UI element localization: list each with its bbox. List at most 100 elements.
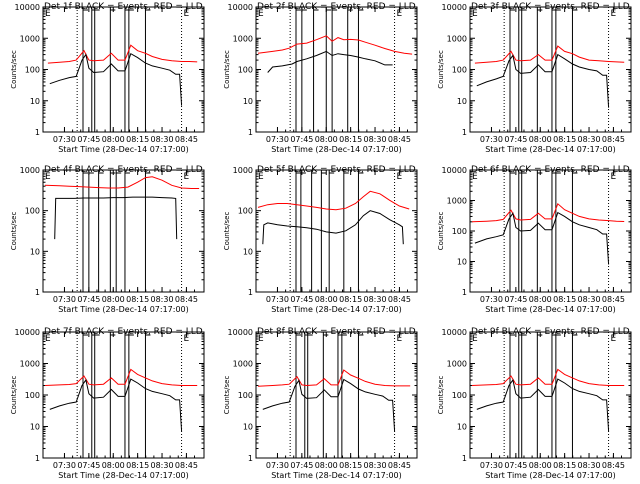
y-tick-label: 1: [35, 128, 40, 137]
x-axis-label: Start Time (28-Dec-14 07:17:00): [271, 145, 402, 154]
x-tick-label: 08:45: [388, 295, 411, 304]
events-series-line: [262, 210, 404, 245]
x-tick-label: 07:30: [480, 461, 503, 470]
y-tick-label: 100: [452, 66, 467, 75]
lld-series-line: [44, 368, 198, 386]
x-tick-label: 08:45: [602, 135, 625, 144]
plot-frame: [42, 331, 205, 459]
x-tick-label: 07:30: [53, 461, 76, 470]
x-tick-label: 08:45: [175, 295, 198, 304]
x-tick-label: 08:30: [578, 461, 601, 470]
x-tick-label: 08:15: [553, 135, 576, 144]
y-axis-label: Counts/sec: [437, 212, 445, 251]
corner-marker-left: E: [45, 9, 51, 19]
x-tick-label: 08:00: [102, 461, 125, 470]
y-tick-label: 1: [248, 454, 253, 463]
panel-title: Det 9f BLACK = Events, RED = LLD: [471, 327, 630, 337]
x-tick-label: 07:30: [53, 295, 76, 304]
panel-title: Det 3f BLACK = Events, RED = LLD: [471, 2, 630, 12]
x-tick-label: 07:45: [504, 135, 527, 144]
y-tick-label: 1000: [20, 34, 40, 43]
lld-series-line: [471, 202, 625, 223]
x-tick-label: 08:15: [126, 461, 149, 470]
plot-frame: [255, 169, 418, 293]
y-tick-label: 100: [238, 207, 253, 216]
y-tick-label: 100: [25, 207, 40, 216]
x-tick-label: 08:00: [529, 135, 552, 144]
x-tick-label: 08:00: [315, 135, 338, 144]
x-tick-label: 07:45: [77, 295, 100, 304]
lld-series-line: [257, 35, 413, 55]
x-tick-label: 08:30: [578, 295, 601, 304]
y-axis-label: Counts/sec: [223, 50, 231, 89]
x-tick-label: 08:15: [126, 135, 149, 144]
plot-frame: [255, 6, 418, 133]
x-tick-label: 08:45: [602, 295, 625, 304]
corner-marker-left: E: [258, 9, 264, 19]
x-tick-label: 08:00: [529, 461, 552, 470]
x-axis-label: Start Time (28-Dec-14 07:17:00): [485, 145, 616, 154]
y-tick-label: 10000: [442, 166, 467, 175]
y-tick-label: 10: [457, 423, 467, 432]
y-tick-label: 1: [462, 288, 467, 297]
y-tick-label: 1: [462, 454, 467, 463]
panel-title: Det 5f BLACK = Events, RED = LLD: [257, 165, 416, 175]
y-tick-label: 1000: [447, 34, 467, 43]
y-axis-label: Counts/sec: [223, 376, 231, 415]
x-tick-label: 07:30: [53, 135, 76, 144]
x-axis-label: Start Time (28-Dec-14 07:17:00): [58, 145, 189, 154]
y-tick-label: 1000: [20, 360, 40, 369]
y-axis-label: Counts/sec: [437, 376, 445, 415]
events-series-line: [54, 196, 178, 240]
panel-4: 1 10 100 1000 07:30 07:45 08:00 08:15 08:30 08:45…: [10, 165, 205, 314]
x-tick-label: 08:15: [126, 295, 149, 304]
y-tick-label: 100: [25, 391, 40, 400]
y-tick-label: 100: [238, 391, 253, 400]
y-tick-label: 10000: [15, 3, 40, 12]
panel-title: Det 1f BLACK = Events, RED = LLD: [44, 2, 203, 12]
y-tick-label: 10: [243, 423, 253, 432]
x-tick-label: 07:30: [480, 135, 503, 144]
y-tick-label: 10: [457, 258, 467, 267]
lld-series-line: [257, 369, 411, 387]
events-series-line: [474, 211, 610, 265]
x-axis-label: Start Time (28-Dec-14 07:17:00): [58, 305, 189, 314]
plot-frame: [42, 6, 205, 133]
panel-title: Det 7f BLACK = Events, RED = LLD: [44, 327, 203, 337]
panel-3: 1 10 100 1000 10000 07:30 07:45 08:00 08:15 08:30…: [437, 2, 632, 154]
panel-8: 1 10 100 1000 10000 07:30 07:45 08:00 08:15 08:30…: [223, 327, 418, 480]
x-tick-label: 07:30: [266, 135, 289, 144]
lld-series-line: [44, 176, 200, 189]
panel-5: 1 10 100 1000 07:30 07:45 08:00 08:15 08:30 08:45…: [223, 165, 418, 314]
y-tick-label: 10000: [442, 328, 467, 337]
x-tick-label: 08:15: [553, 461, 576, 470]
events-series-line: [476, 378, 610, 432]
x-tick-label: 08:15: [339, 461, 362, 470]
y-tick-label: 1000: [447, 197, 467, 206]
x-tick-label: 07:45: [77, 461, 100, 470]
y-tick-label: 1: [248, 288, 253, 297]
events-series-line: [49, 52, 183, 106]
y-tick-label: 10: [30, 247, 40, 256]
x-tick-label: 07:45: [290, 135, 313, 144]
y-tick-label: 10000: [15, 328, 40, 337]
y-tick-label: 1000: [233, 34, 253, 43]
x-tick-label: 08:45: [388, 461, 411, 470]
y-tick-label: 1000: [447, 360, 467, 369]
events-series-line: [476, 53, 610, 108]
x-tick-label: 07:30: [266, 295, 289, 304]
lld-series-line: [471, 368, 625, 386]
y-axis-label: Counts/sec: [10, 212, 18, 251]
y-tick-label: 10: [457, 97, 467, 106]
y-tick-label: 10000: [228, 3, 253, 12]
corner-marker-right: E: [184, 172, 190, 182]
x-axis-label: Start Time (28-Dec-14 07:17:00): [58, 471, 189, 480]
x-axis-label: Start Time (28-Dec-14 07:17:00): [271, 471, 402, 480]
x-tick-label: 08:30: [151, 135, 174, 144]
lld-series-line: [47, 44, 198, 64]
x-axis-label: Start Time (28-Dec-14 07:17:00): [271, 305, 402, 314]
events-series-line: [49, 378, 183, 432]
x-tick-label: 08:45: [602, 461, 625, 470]
corner-marker-left: E: [472, 172, 478, 182]
